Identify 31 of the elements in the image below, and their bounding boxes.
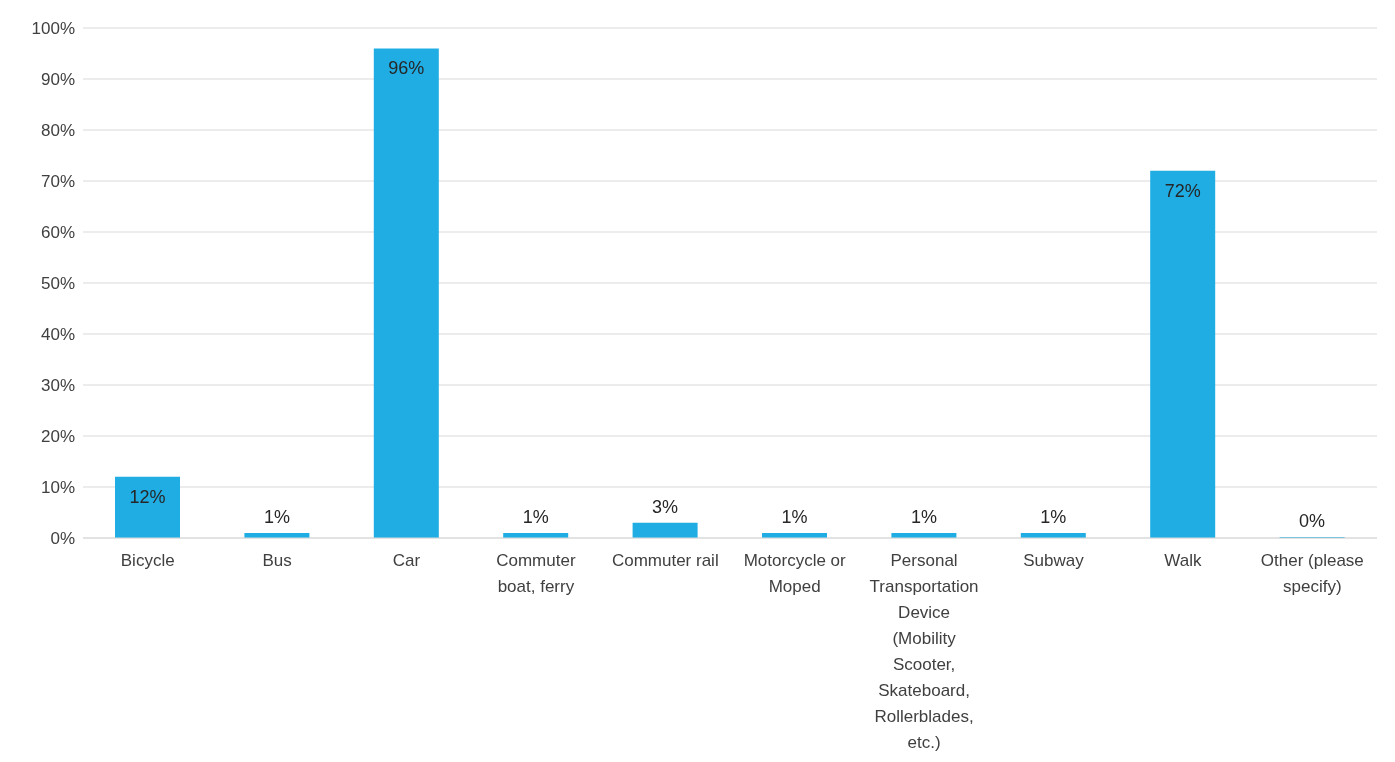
x-tick-label: Personal Transportation Device (Mobility Scooter, Skateboard, Rollerblades, etc.) [869,551,979,752]
data-label: 1% [910,506,937,527]
data-label: 96% [388,58,425,79]
y-tick-label: 0% [50,529,75,549]
y-tick-label: 10% [40,478,75,498]
y-tick-label: 50% [40,274,75,294]
data-label: 1% [522,506,549,527]
data-label: 1% [263,506,290,527]
x-tick-label: Commuter rail [611,551,719,570]
data-label: 3% [652,496,679,517]
y-tick-label: 20% [40,427,75,447]
data-label: 12% [129,486,166,507]
y-tick-label: 90% [40,70,75,90]
x-tick-label: Bicycle [120,551,175,570]
data-label: 0% [1299,511,1326,531]
y-tick-label: 80% [40,121,75,141]
y-tick-label: 70% [40,172,75,192]
x-tick-label: Motorcycle or Moped [743,551,847,596]
x-tick-label: Other (please specify) [1260,551,1364,596]
x-tick-label: Walk [1164,551,1202,570]
y-tick-label: 100% [31,19,75,39]
x-tick-label: Car [392,551,421,570]
data-label: 1% [1040,506,1067,527]
y-tick-label: 40% [40,325,75,345]
x-tick-label: Subway [1023,551,1085,570]
x-tick-label: Bus [262,551,292,570]
y-tick-label: 60% [40,223,75,243]
y-tick-label: 30% [40,376,75,396]
data-label: 1% [781,506,808,527]
x-tick-label: Commuter boat, ferry [496,551,576,596]
data-label: 72% [1164,180,1201,201]
